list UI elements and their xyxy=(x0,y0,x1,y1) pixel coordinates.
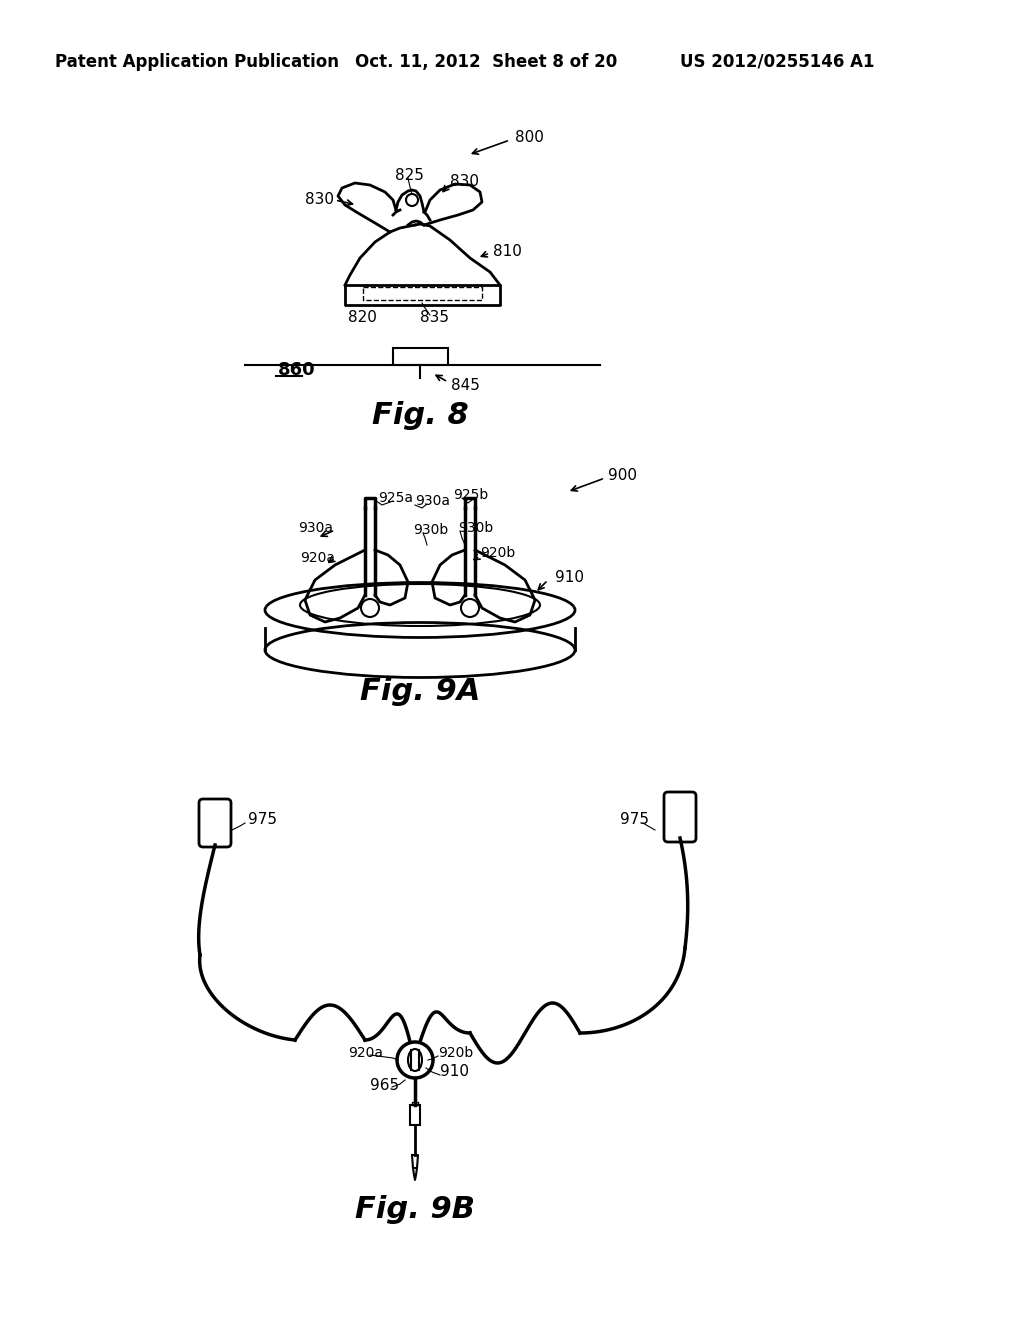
Text: 975: 975 xyxy=(620,813,649,828)
Text: 975: 975 xyxy=(248,813,278,828)
Text: 825: 825 xyxy=(395,168,424,182)
Text: 965: 965 xyxy=(370,1077,399,1093)
Text: Fig. 9B: Fig. 9B xyxy=(355,1196,475,1225)
Text: 860: 860 xyxy=(278,360,315,379)
Text: 810: 810 xyxy=(493,244,522,260)
Text: 930b: 930b xyxy=(413,523,449,537)
Text: Patent Application Publication: Patent Application Publication xyxy=(55,53,339,71)
Text: 920a: 920a xyxy=(300,550,335,565)
Text: 830: 830 xyxy=(305,193,334,207)
Text: 925a: 925a xyxy=(378,491,413,506)
Text: Fig. 9A: Fig. 9A xyxy=(359,677,480,706)
Text: 920a: 920a xyxy=(348,1045,383,1060)
Text: 930a: 930a xyxy=(298,521,333,535)
Text: 830: 830 xyxy=(450,174,479,190)
FancyBboxPatch shape xyxy=(199,799,231,847)
Text: 845: 845 xyxy=(451,378,480,392)
Text: 910: 910 xyxy=(555,570,584,586)
Text: Fig. 8: Fig. 8 xyxy=(372,400,468,429)
Text: 930b: 930b xyxy=(458,521,494,535)
Bar xyxy=(410,1105,420,1125)
Bar xyxy=(393,348,449,366)
Text: US 2012/0255146 A1: US 2012/0255146 A1 xyxy=(680,53,874,71)
Text: 920b: 920b xyxy=(438,1045,473,1060)
FancyBboxPatch shape xyxy=(664,792,696,842)
Text: 910: 910 xyxy=(440,1064,469,1080)
Text: 820: 820 xyxy=(348,310,377,326)
Text: 800: 800 xyxy=(515,129,544,144)
Text: 920b: 920b xyxy=(480,546,515,560)
Text: 925b: 925b xyxy=(453,488,488,502)
Text: Oct. 11, 2012  Sheet 8 of 20: Oct. 11, 2012 Sheet 8 of 20 xyxy=(355,53,617,71)
Text: 900: 900 xyxy=(608,469,637,483)
Text: 835: 835 xyxy=(420,310,449,326)
Text: 930a: 930a xyxy=(415,494,450,508)
